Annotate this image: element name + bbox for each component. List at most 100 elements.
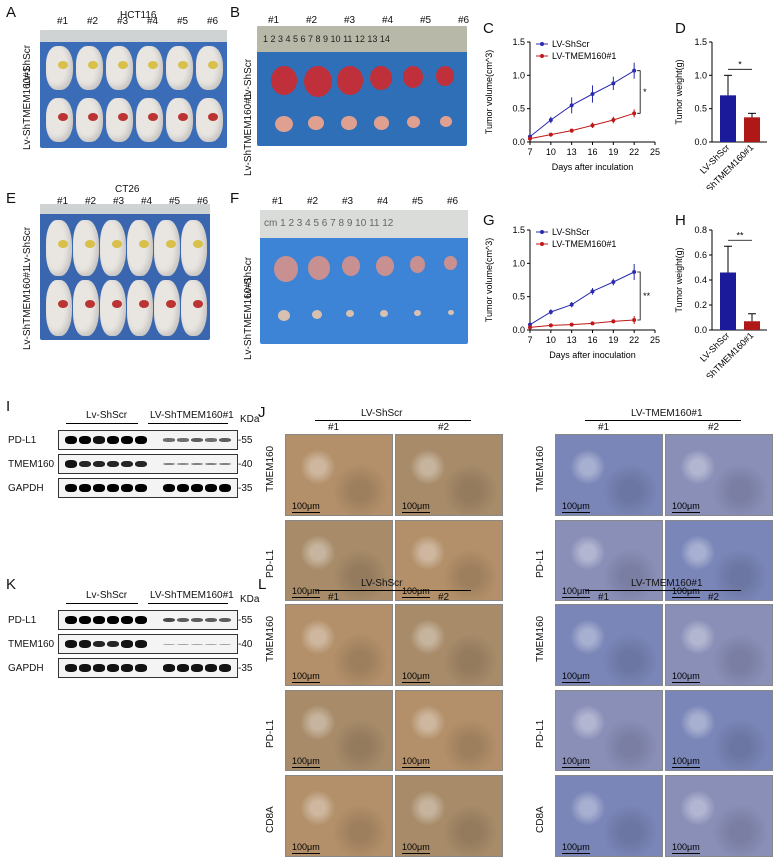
blot-band: [205, 643, 217, 645]
mouse-body: [127, 220, 153, 276]
mouse-body: [76, 46, 103, 90]
x-tick-label: 19: [608, 335, 618, 345]
scale-bar-text: 100μm: [292, 670, 320, 681]
y-tick-label: 0.2: [694, 300, 707, 310]
data-point: [611, 118, 616, 122]
scale-bar-text: 100μm: [562, 756, 590, 766]
group-line-2: [148, 603, 228, 604]
data-point: [632, 318, 637, 322]
row-label: PD-L1: [265, 549, 276, 578]
sample-label: #2: [708, 422, 720, 433]
data-point: [590, 92, 595, 96]
blot-strip: [58, 610, 238, 630]
ihc-image: 100μm: [665, 519, 773, 601]
tumor-shtmem160: [374, 116, 389, 130]
blot-strip: [58, 430, 238, 450]
blot-band: [107, 640, 119, 648]
group-line-1: [66, 603, 138, 604]
ihc-image: 100μm: [665, 689, 773, 771]
data-point: [590, 123, 595, 128]
blot-band: [177, 463, 189, 465]
tumor-shscr: [271, 66, 297, 95]
sample-label: #2: [438, 422, 450, 433]
mouse-body: [46, 46, 73, 90]
arrow-marker: [192, 239, 203, 248]
scale-bar-line: [402, 597, 430, 598]
blot-band: [163, 643, 175, 645]
data-point: [569, 322, 574, 327]
scale-bar-line: [402, 852, 430, 854]
mouse-body: [127, 280, 153, 336]
group-line: [585, 590, 741, 591]
row-label: TMEM160: [535, 616, 546, 663]
panel-j-label: J: [258, 404, 266, 421]
y-tick-label: 0.0: [694, 137, 707, 147]
ihc-image: 100μm: [395, 519, 503, 601]
panel-e-label: E: [6, 190, 17, 207]
x-tick-label: 10: [546, 335, 556, 345]
scale-bar-line: [402, 511, 430, 513]
tumor-shtmem160: [414, 310, 421, 317]
data-point: [611, 319, 616, 324]
group-label-2: LV-ShTMEM160#1: [150, 590, 234, 601]
arrow-marker: [111, 299, 122, 308]
bar: [744, 117, 760, 142]
row-label: CD8A: [265, 806, 276, 834]
tumor-shtmem160: [312, 310, 322, 319]
arrow-marker: [138, 239, 149, 248]
mouse-body: [76, 98, 103, 142]
bar: [720, 95, 736, 142]
blot-row-label: GAPDH: [8, 663, 44, 674]
mouse-number: #4: [147, 16, 159, 27]
blot-band: [121, 640, 133, 648]
kda-label: KDa: [240, 594, 260, 605]
scale-bar-line: [292, 767, 320, 768]
blot-band: [93, 484, 105, 492]
blot-band: [65, 460, 77, 468]
ihc-image: 100μm: [285, 434, 393, 516]
group-line: [585, 420, 741, 421]
tumor-shscr: [308, 256, 330, 281]
mouse-number: #4: [141, 196, 153, 207]
mouse-body: [100, 280, 126, 336]
group-line: [315, 590, 471, 591]
mouse-body: [73, 280, 99, 336]
blot-band: [121, 484, 133, 492]
blot-band: [219, 462, 231, 466]
blot-band: [191, 462, 203, 466]
arrow-marker: [88, 61, 99, 70]
blot-band: [121, 664, 133, 672]
ruler: [40, 204, 210, 214]
ihc-image: 100μm: [555, 519, 663, 601]
scale-bar-text: 100μm: [562, 586, 590, 596]
series-line-0: [529, 70, 635, 138]
blot-band: [191, 438, 203, 442]
x-tick-label: 16: [587, 335, 597, 345]
blot-band: [135, 616, 147, 624]
arrow-marker: [208, 113, 219, 122]
group-label-1: Lv-ShScr: [86, 590, 128, 601]
chart-g: 0.0 0.5 1.0 1.5 7 10 13 16 19 22 25 Days after inoc…: [484, 225, 660, 360]
mouse-number: #1: [57, 196, 69, 207]
x-axis-title: Days after inculation: [552, 162, 634, 172]
blot-band: [135, 436, 147, 444]
mouse-body: [106, 46, 133, 90]
scale-bar-line: [672, 767, 700, 768]
blot-band: [177, 484, 189, 492]
legend-label: LV-TMEM160#1: [552, 51, 616, 61]
blot-band: [65, 616, 77, 624]
ruler: cm 1 2 3 4 5 6 7 8 9 10 11 12: [260, 210, 468, 238]
panel-h-label: H: [675, 212, 686, 229]
kda-label: KDa: [240, 414, 260, 425]
tumor-shtmem160: [278, 310, 290, 321]
blot-band: [65, 664, 77, 672]
x-tick-label: 7: [527, 147, 532, 157]
blot-strip: [58, 454, 238, 474]
scale-bar-line: [562, 767, 590, 768]
mouse-number: #1: [57, 16, 69, 27]
tumor-shscr: [376, 256, 394, 276]
row-label: PD-L1: [265, 719, 276, 748]
ihc-image: 100μm: [285, 519, 393, 601]
x-tick-label: 19: [608, 147, 618, 157]
group-label-2: LV-ShTMEM160#1: [150, 410, 234, 421]
